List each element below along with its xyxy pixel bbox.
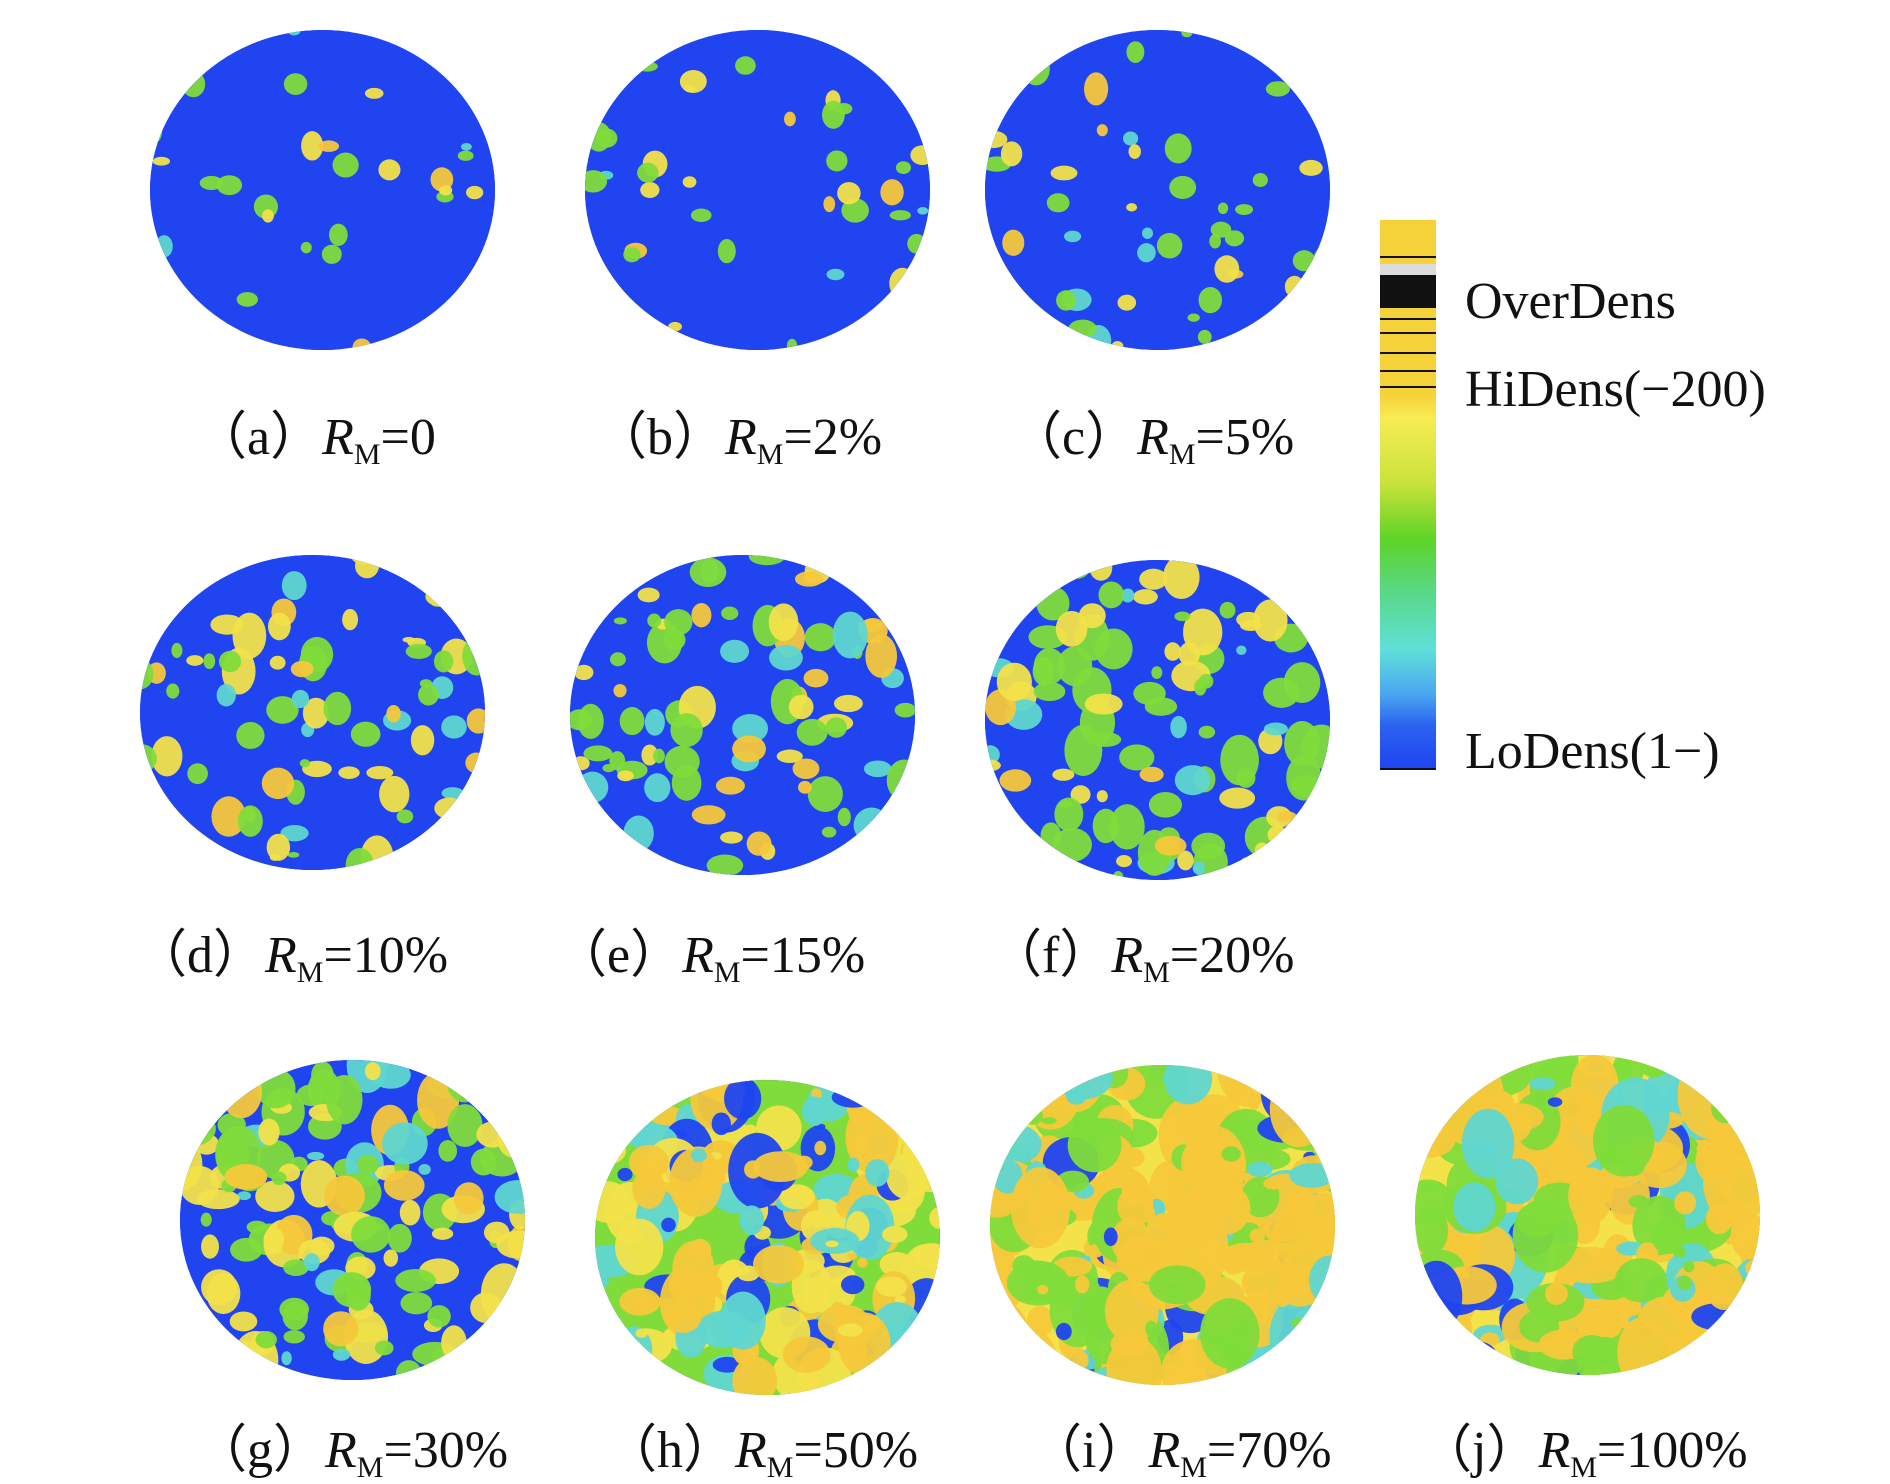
caption-e: （e）RM=15% [555, 930, 865, 988]
legend-lodens-label: LoDens(1−) [1465, 723, 1720, 780]
scale-tick [1380, 256, 1436, 258]
scale-tick [1380, 332, 1436, 334]
caption-value-b: =2% [783, 409, 883, 466]
density-map-e [570, 555, 915, 875]
symbol-r-b: R [725, 409, 757, 466]
caption-letter-g: （g） [195, 1422, 326, 1479]
caption-d: （d）RM=10% [135, 930, 448, 988]
caption-letter-j: （j） [1420, 1422, 1539, 1479]
caption-letter-i: （i） [1030, 1422, 1149, 1479]
symbol-r-g: R [325, 1422, 357, 1479]
caption-h: （h）RM=50% [605, 1425, 918, 1483]
symbol-r-e: R [682, 927, 714, 984]
caption-a: （a）RM=0 [195, 412, 436, 470]
caption-g: （g）RM=30% [195, 1425, 508, 1483]
symbol-r-h: R [735, 1422, 767, 1479]
caption-value-g: =30% [383, 1422, 509, 1479]
caption-value-d: =10% [323, 927, 449, 984]
symbol-r-i: R [1148, 1422, 1181, 1479]
caption-letter-a: （a） [195, 409, 323, 466]
caption-f: （f）RM=20% [990, 930, 1294, 988]
caption-letter-b: （b） [595, 409, 726, 466]
density-map-g [180, 1060, 525, 1380]
density-color-scale [1380, 220, 1436, 770]
density-map-d [140, 555, 485, 870]
symbol-r-d: R [265, 927, 297, 984]
scale-tick [1380, 352, 1436, 354]
caption-b: （b）RM=2% [595, 412, 882, 470]
scale-tick [1380, 386, 1436, 388]
caption-value-h: =50% [793, 1422, 919, 1479]
symbol-sub-j: M [1570, 1451, 1597, 1484]
caption-i: （i）RM=70% [1030, 1425, 1332, 1483]
density-map-j [1415, 1055, 1760, 1375]
scale-tick [1380, 318, 1436, 320]
symbol-sub-d: M [296, 956, 324, 989]
symbol-sub-a: M [353, 438, 381, 471]
caption-value-j: =100% [1596, 1422, 1748, 1479]
symbol-r-j: R [1538, 1422, 1571, 1479]
symbol-sub-c: M [1168, 438, 1196, 471]
symbol-r-f: R [1111, 927, 1144, 984]
symbol-sub-f: M [1143, 956, 1170, 989]
caption-letter-e: （e） [555, 927, 683, 984]
symbol-sub-b: M [756, 438, 784, 471]
density-map-h [595, 1080, 940, 1395]
caption-j: （j）RM=100% [1420, 1425, 1748, 1483]
caption-letter-c: （c） [1010, 409, 1138, 466]
symbol-sub-i: M [1180, 1451, 1207, 1484]
caption-value-i: =70% [1206, 1422, 1332, 1479]
symbol-sub-g: M [356, 1451, 384, 1484]
scale-tick [1380, 768, 1436, 770]
density-map-b [585, 30, 930, 350]
density-map-f [985, 560, 1330, 880]
caption-c: （c）RM=5% [1010, 412, 1294, 470]
density-map-a [150, 30, 495, 350]
symbol-sub-h: M [766, 1451, 794, 1484]
caption-value-e: =15% [740, 927, 866, 984]
caption-letter-h: （h） [605, 1422, 736, 1479]
symbol-r-c: R [1137, 409, 1169, 466]
caption-value-a: =0 [380, 409, 436, 466]
legend-overdens-label: OverDens [1465, 273, 1676, 330]
caption-value-f: =20% [1169, 927, 1295, 984]
caption-letter-d: （d） [135, 927, 266, 984]
caption-value-c: =5% [1195, 409, 1295, 466]
legend-hidens-label: HiDens(−200) [1465, 361, 1766, 418]
symbol-r-a: R [322, 409, 354, 466]
scale-tick [1380, 370, 1436, 372]
density-map-c [985, 30, 1330, 350]
symbol-sub-e: M [713, 956, 741, 989]
caption-letter-f: （f） [990, 927, 1112, 984]
density-map-i [990, 1065, 1335, 1385]
